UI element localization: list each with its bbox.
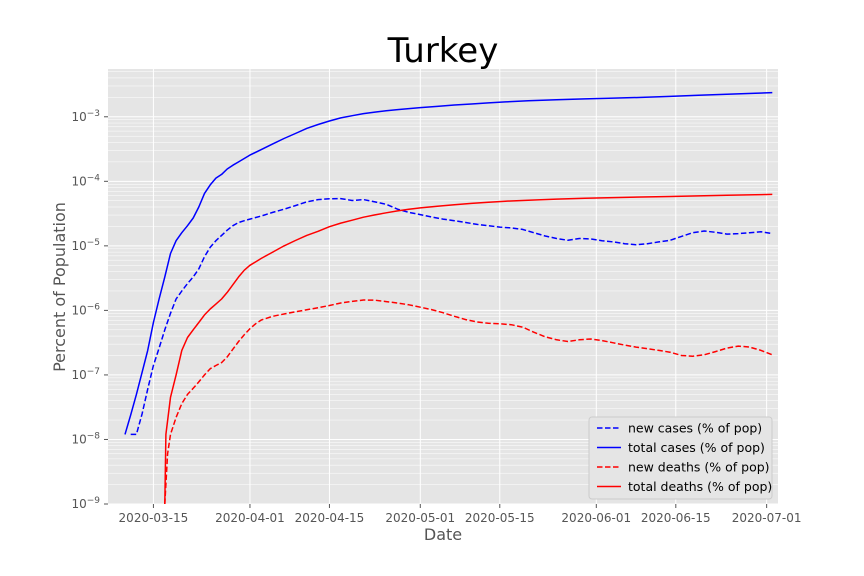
legend-label-3: new deaths (% of pop) [628, 460, 770, 475]
x-tick-label: 2020-05-15 [465, 511, 535, 525]
y-tick-label: 10−8 [71, 431, 100, 446]
series-line-2 [124, 91, 773, 435]
legend: new cases (% of pop) total cases (% of po… [588, 416, 773, 500]
series-line-4 [164, 193, 773, 505]
chart-title: Turkey [387, 31, 499, 71]
y-tick-label: 10−3 [71, 109, 100, 124]
x-tick-label: 2020-06-01 [561, 511, 631, 525]
series-line-3 [164, 299, 773, 505]
x-tick-label: 2020-05-01 [385, 511, 455, 525]
legend-box [588, 416, 773, 500]
x-tick-label: 2020-07-01 [732, 511, 802, 525]
y-axis-label: Percent of Population [50, 202, 69, 372]
legend-label-2: total cases (% of pop) [628, 440, 765, 455]
y-tick-label: 10−4 [71, 173, 100, 188]
x-tick-label: 2020-06-15 [641, 511, 711, 525]
legend-label-1: new cases (% of pop) [628, 421, 762, 436]
y-tick-label: 10−7 [71, 367, 100, 382]
x-tick-label: 2020-03-15 [119, 511, 189, 525]
y-tick-label: 10−5 [71, 238, 100, 253]
series-line-1 [130, 197, 773, 436]
y-axis-ticks: 10−9 10−8 10−7 10−6 10−5 10−4 10−3 [71, 109, 108, 511]
x-tick-label: 2020-04-15 [295, 511, 365, 525]
x-axis-label: Date [424, 525, 462, 544]
grid [108, 69, 778, 505]
x-axis-ticks: 2020-03-15 2020-04-01 2020-04-15 2020-05-01… [119, 504, 802, 525]
x-tick-label: 2020-04-01 [215, 511, 285, 525]
legend-label-4: total deaths (% of pop) [628, 479, 772, 494]
series-layer [124, 91, 773, 505]
y-tick-label: 10−9 [71, 496, 100, 511]
y-tick-label: 10−6 [71, 302, 100, 317]
